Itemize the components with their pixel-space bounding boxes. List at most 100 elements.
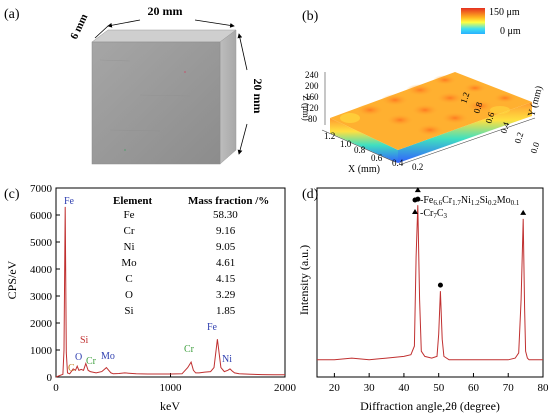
panel-d-label: (d) [302, 187, 319, 202]
legend-triangle-label: -Cr7C3 [420, 208, 448, 220]
y-tick: 0.0 [528, 140, 541, 154]
xrd-plot-frame [316, 187, 544, 378]
xrd-x-tick-label: 40 [398, 382, 410, 394]
xrd-x-tick-label: 70 [503, 382, 515, 394]
x-tick: 0.4 [392, 158, 404, 168]
eds-x-tick-label: 0 [53, 382, 59, 394]
table-cell-element: Fe [124, 209, 135, 221]
dim-height-line-top [237, 33, 248, 71]
xrd-tick-labels: 20 30 40 50 60 70 80 [329, 382, 549, 394]
eds-y-tick-label: 5000 [30, 237, 53, 249]
x-tick: 1.0 [340, 139, 352, 149]
y-tick: 0.8 [471, 100, 484, 114]
z-tick: 80 [308, 114, 318, 124]
xrd-x-tick-label: 80 [538, 382, 550, 394]
composition-table: Element Mass fraction /% Fe 58.30 Cr 9.1… [113, 195, 269, 317]
y-tick: 0.6 [483, 110, 496, 124]
x-tick: 1.2 [324, 131, 335, 141]
panel-b: (b) 150 μm 0 μm 240 200 160 120 80 Z (μm… [301, 7, 545, 175]
z-tick: 160 [305, 92, 319, 102]
x-axis-line [321, 129, 396, 163]
table-cell-element: Si [124, 305, 133, 317]
colorbar-min-label: 0 μm [500, 26, 521, 37]
peak-label-ni: Ni [222, 354, 232, 365]
eds-x-tick-label: 2000 [274, 382, 297, 394]
x-tick: 0.8 [354, 145, 366, 155]
surface-front-face [330, 118, 398, 163]
x-tick: 0.6 [371, 153, 383, 163]
y-axis-label: Y (mm) [526, 85, 545, 118]
table-cell-element: Cr [124, 225, 135, 237]
peak-label-mo: Mo [101, 351, 115, 362]
peak-label-cr-low: Cr [86, 356, 97, 367]
eds-spectrum-line [55, 206, 286, 378]
eds-y-axis-label: CPS/eV [5, 260, 19, 299]
y-tick: 0.4 [498, 120, 511, 134]
eds-axes [55, 187, 286, 378]
x-tick: 0.2 [412, 162, 423, 172]
xrd-chart: 20 30 40 50 60 70 80 Diffraction angle,2θ (deg… [297, 187, 549, 413]
y-tick: 1.2 [458, 91, 471, 105]
peak-label-c: C [68, 363, 75, 374]
dim-width-line-right [194, 19, 235, 28]
eds-plot-frame [55, 187, 286, 378]
eds-y-tick-label: 3000 [30, 291, 53, 303]
xrd-triangle-marker [414, 187, 421, 193]
table-header-element: Element [113, 195, 152, 207]
table-cell-element: Ni [124, 241, 135, 253]
panel-c: (c) 0 1000 2000 3000 4000 5000 6000 7000 0 1000 20… [4, 183, 297, 413]
z-axis-ticks: 240 200 160 120 80 [305, 70, 319, 124]
peak-label-fe-high: Fe [207, 322, 218, 333]
table-cell-value: 9.16 [216, 225, 236, 237]
eds-chart: 0 1000 2000 3000 4000 5000 6000 7000 0 1000 2000 k… [5, 183, 297, 413]
dim-height-line-bottom [237, 123, 248, 155]
xrd-x-tick-label: 60 [468, 382, 480, 394]
y-axis-ticks: 1.2 0.8 0.6 0.4 0.2 0.0 [458, 91, 541, 155]
eds-tick-labels: 0 1000 2000 3000 4000 5000 6000 7000 0 1000 2000 [30, 183, 297, 394]
eds-y-tick-label: 2000 [30, 318, 53, 330]
xrd-x-axis-label: Diffraction angle,2θ (degree) [360, 399, 500, 413]
eds-x-tick-label: 1000 [160, 382, 183, 394]
xrd-x-tick-label: 50 [433, 382, 445, 394]
table-cell-value: 1.85 [216, 305, 236, 317]
dim-width-label: 20 mm [148, 4, 183, 18]
table-cell-element: C [125, 273, 132, 285]
panel-a: (a) 6 mm 20 mm 20 mm [4, 4, 265, 165]
block-front-face [91, 41, 221, 165]
y-tick: 0.2 [512, 131, 525, 145]
block-top-face [91, 29, 237, 43]
dim-height-label: 20 mm [251, 79, 265, 114]
eds-y-tick-label: 0 [47, 372, 53, 384]
z-axis-label: Z (μm) [301, 95, 311, 121]
panel-b-label: (b) [302, 9, 319, 24]
table-header-mass-fraction: Mass fraction /% [188, 195, 269, 207]
xrd-legend: -Fe6.6Cr1.7Ni1.2Si0.2Mo0.1 -Cr7C3 [412, 195, 520, 220]
peak-label-cr-high: Cr [184, 344, 195, 355]
eds-x-axis-label: keV [160, 399, 180, 413]
dim-depth-label: 6 mm [68, 12, 90, 41]
z-tick: 120 [305, 103, 319, 113]
peak-label-o: O [75, 352, 82, 363]
peak-label-si: Si [80, 335, 89, 346]
table-cell-value: 4.15 [216, 273, 236, 285]
y-axis-line [401, 117, 536, 165]
table-cell-value: 9.05 [216, 241, 236, 253]
table-cell-element: Mo [121, 257, 137, 269]
panel-a-label: (a) [4, 7, 20, 22]
x-axis-ticks: 1.2 1.0 0.8 0.6 0.4 0.2 [324, 131, 423, 172]
panel-d: (d) 20 30 40 50 60 70 80 Diffraction angle,2θ … [297, 187, 549, 413]
dim-depth-arrow [94, 25, 109, 39]
surface-bumps [340, 75, 517, 136]
panel-c-label: (c) [4, 187, 20, 202]
colorbar-max-label: 150 μm [489, 7, 520, 18]
xrd-x-tick-label: 20 [329, 382, 341, 394]
dim-width-line-left [107, 19, 141, 28]
z-tick: 200 [305, 81, 319, 91]
eds-peak-labels: Fe Si O C Cr Mo Cr Fe Ni [64, 196, 232, 374]
eds-y-tick-label: 6000 [30, 210, 53, 222]
eds-y-tick-label: 7000 [30, 183, 53, 195]
x-axis-label: X (mm) [348, 164, 380, 175]
xrd-y-axis-label: Intensity (a.u.) [297, 245, 311, 315]
colorbar [461, 8, 485, 34]
